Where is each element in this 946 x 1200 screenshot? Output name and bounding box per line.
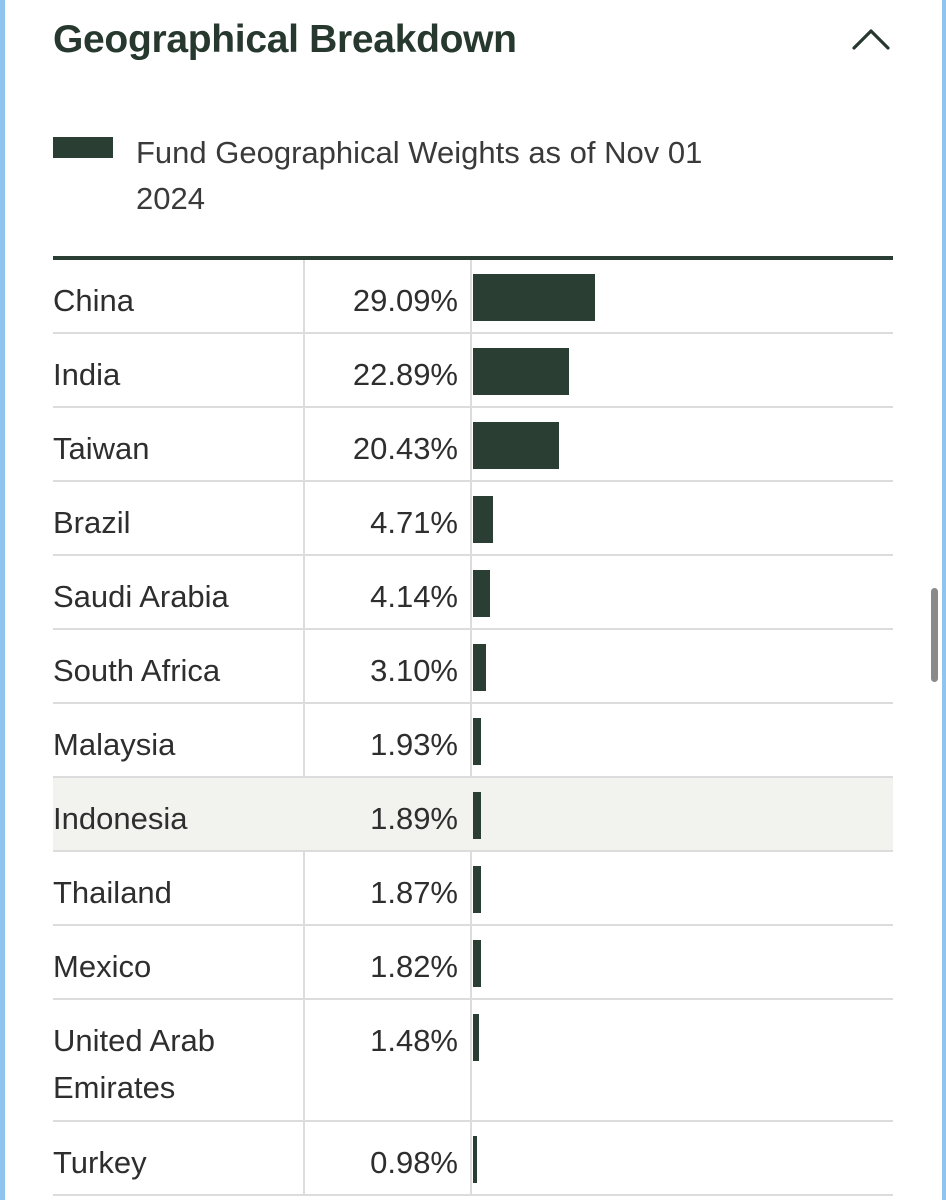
weight-value: 1.82%	[370, 949, 458, 984]
weight-value: 4.71%	[370, 505, 458, 540]
bar-cell	[472, 852, 893, 924]
table-row[interactable]: Taiwan 20.43%	[53, 408, 893, 482]
country-label: Brazil	[53, 505, 131, 540]
table-row[interactable]: Indonesia 1.89%	[53, 778, 893, 852]
weight-value: 1.48%	[370, 1023, 458, 1058]
weight-bar	[473, 496, 493, 543]
country-label: South Africa	[53, 653, 221, 688]
weight-bar	[473, 570, 490, 617]
column-divider	[470, 260, 472, 1196]
weight-bar	[473, 792, 481, 839]
bar-cell	[472, 260, 893, 332]
collapse-toggle-button[interactable]	[849, 22, 893, 56]
country-label: United Arab Emirates	[53, 1023, 215, 1105]
country-label: Indonesia	[53, 801, 188, 836]
weight-value: 20.43%	[352, 431, 458, 466]
legend-swatch	[53, 137, 113, 158]
country-label: Thailand	[53, 875, 172, 910]
weight-value: 0.98%	[370, 1145, 458, 1180]
bar-cell	[472, 704, 893, 776]
bar-cell	[472, 1122, 893, 1194]
weight-value: 22.89%	[352, 357, 458, 392]
country-label: Taiwan	[53, 431, 150, 466]
weight-bar	[473, 866, 481, 913]
bar-cell	[472, 334, 893, 406]
geographical-weights-table: China 29.09% India 22.89% Taiwan 20.43% Brazil…	[53, 256, 893, 1196]
chart-legend: Fund Geographical Weights as of Nov 01 2…	[53, 126, 893, 226]
country-label: Turkey	[53, 1145, 147, 1180]
weight-value: 1.93%	[370, 727, 458, 762]
window-frame-right	[942, 0, 946, 1200]
bar-cell	[472, 630, 893, 702]
window-frame-left	[0, 0, 5, 1200]
weight-value: 1.87%	[370, 875, 458, 910]
table-row[interactable]: Saudi Arabia 4.14%	[53, 556, 893, 630]
country-label: India	[53, 357, 121, 392]
weight-bar	[473, 644, 486, 691]
weight-bar	[473, 1014, 479, 1061]
country-label: China	[53, 283, 134, 318]
table-row[interactable]: Turkey 0.98%	[53, 1122, 893, 1196]
bar-cell	[472, 482, 893, 554]
table-row[interactable]: Mexico 1.82%	[53, 926, 893, 1000]
legend-label: Fund Geographical Weights as of Nov 01 2…	[136, 135, 703, 216]
table-row[interactable]: China 29.09%	[53, 260, 893, 334]
section-title: Geographical Breakdown	[53, 18, 517, 61]
scrollbar-thumb[interactable]	[931, 588, 938, 682]
bar-cell	[472, 556, 893, 628]
bar-cell	[472, 926, 893, 998]
country-label: Mexico	[53, 949, 152, 984]
weight-bar	[473, 422, 559, 469]
bar-cell	[472, 408, 893, 480]
country-label: Malaysia	[53, 727, 176, 762]
weight-bar	[473, 348, 569, 395]
column-divider	[303, 260, 305, 1196]
weight-value: 1.89%	[370, 801, 458, 836]
table-row[interactable]: United Arab Emirates 1.48%	[53, 1000, 893, 1122]
table-row[interactable]: India 22.89%	[53, 334, 893, 408]
weight-bar	[473, 940, 481, 987]
section-header: Geographical Breakdown	[53, 0, 893, 84]
table-row[interactable]: Malaysia 1.93%	[53, 704, 893, 778]
table-row[interactable]: Brazil 4.71%	[53, 482, 893, 556]
chevron-up-icon	[852, 29, 890, 50]
weight-value: 4.14%	[370, 579, 458, 614]
bar-cell	[472, 778, 893, 850]
weight-value: 3.10%	[370, 653, 458, 688]
weight-bar	[473, 718, 481, 765]
weight-value: 29.09%	[352, 283, 458, 318]
weight-bar	[473, 274, 595, 321]
table-row[interactable]: Thailand 1.87%	[53, 852, 893, 926]
weight-bar	[473, 1136, 477, 1183]
bar-cell	[472, 1000, 893, 1120]
country-label: Saudi Arabia	[53, 579, 229, 614]
table-row[interactable]: South Africa 3.10%	[53, 630, 893, 704]
